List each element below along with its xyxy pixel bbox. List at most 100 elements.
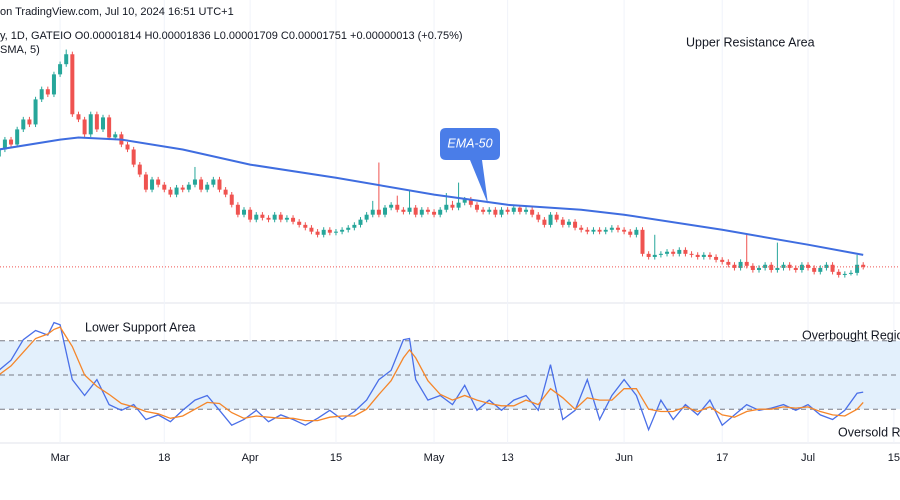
candle-body	[701, 254, 706, 257]
candle-body	[554, 214, 559, 220]
candle-body	[82, 119, 87, 135]
candle-body	[769, 264, 774, 270]
candle-body	[94, 114, 99, 130]
price-pane	[0, 49, 900, 278]
candle-body	[162, 184, 167, 190]
x-axis: Mar 18 Apr 15 May 13 Jun 17 Jul 15	[51, 452, 900, 464]
candle-body	[542, 219, 547, 225]
candle-body	[634, 229, 639, 235]
candle-body	[573, 221, 578, 228]
candle-body	[229, 194, 234, 205]
candle-body	[137, 164, 142, 175]
candle-body	[818, 267, 823, 272]
candle-body	[199, 179, 204, 190]
candle-body	[21, 119, 26, 130]
candle-body	[481, 209, 486, 212]
candle-body	[242, 209, 247, 215]
candle-body	[738, 261, 743, 268]
candle-body	[603, 229, 608, 232]
candle-body	[781, 264, 786, 268]
candle-body	[493, 209, 498, 215]
x-tick-label: 17	[716, 452, 728, 464]
candle-body	[671, 251, 676, 254]
ema-line	[0, 136, 864, 256]
candle-body	[284, 217, 289, 220]
candle-body	[15, 129, 20, 145]
oscillator-pane	[0, 321, 900, 432]
annotation: Overbought Regio	[802, 328, 900, 342]
candle-body	[333, 231, 338, 233]
candle-body	[842, 273, 847, 275]
candle-body	[248, 209, 253, 220]
candle-body	[186, 184, 191, 190]
callout-label: EMA-50	[447, 136, 492, 150]
x-tick-label: May	[424, 452, 445, 464]
candle-body	[407, 207, 412, 212]
candle-body	[524, 209, 529, 212]
candle-body	[848, 272, 853, 274]
candle-body	[33, 99, 38, 125]
candle-body	[652, 254, 657, 257]
annotation: Lower Support Area	[85, 320, 196, 334]
candle-body	[677, 249, 682, 254]
candle-body	[107, 117, 112, 138]
candle-body	[707, 254, 712, 257]
candle-body	[756, 267, 761, 270]
candle-body	[168, 189, 173, 195]
candle-body	[615, 227, 620, 230]
candle-body	[787, 264, 792, 268]
candle-body	[714, 256, 719, 260]
candle-body	[432, 211, 437, 215]
candle-body	[254, 214, 259, 220]
candle-body	[456, 202, 461, 208]
candle-body	[560, 219, 565, 225]
annotation: Oversold Re	[838, 425, 900, 439]
x-tick-label: Jun	[615, 452, 633, 464]
candle-body	[530, 209, 535, 215]
candle-body	[211, 179, 216, 185]
candle-body	[76, 114, 81, 120]
candle-body	[180, 187, 185, 190]
candle-body	[861, 264, 866, 267]
candle-body	[272, 214, 277, 220]
candle-body	[499, 209, 504, 215]
callout-box	[440, 128, 500, 204]
candle-body	[511, 207, 516, 212]
candle-body	[775, 267, 780, 270]
candle-body	[799, 264, 804, 270]
candle-body	[689, 253, 694, 255]
candle-body	[370, 209, 375, 215]
candle-body	[192, 179, 197, 185]
candle-body	[39, 89, 44, 100]
candle-body	[346, 227, 351, 230]
candle-body	[383, 207, 388, 215]
candle-body	[315, 231, 320, 235]
candle-body	[444, 204, 449, 210]
x-tick-label: Jul	[801, 452, 815, 464]
candle-body	[2, 139, 7, 150]
candle-body	[646, 253, 651, 257]
candle-body	[462, 199, 467, 203]
x-tick-label: Apr	[242, 452, 259, 464]
x-tick-label: Mar	[51, 452, 70, 464]
candle-body	[487, 209, 492, 212]
candle-body	[793, 267, 798, 270]
candle-body	[622, 229, 627, 232]
candle-body	[223, 189, 228, 195]
candle-body	[100, 117, 105, 130]
x-tick-label: 15	[888, 452, 900, 464]
x-tick-label: 18	[158, 452, 170, 464]
candle-body	[266, 217, 271, 220]
x-tick-label: 13	[502, 452, 514, 464]
candle-body	[352, 224, 357, 228]
candle-body	[64, 54, 69, 65]
symbol-line: y, 1D, GATEIO O0.00001814 H0.00001836 L0…	[0, 30, 463, 42]
candle-body	[58, 64, 63, 75]
candle-body	[205, 184, 210, 190]
candle-body	[143, 174, 148, 190]
candle-body	[548, 214, 553, 225]
candle-body	[726, 261, 731, 265]
candle-body	[131, 149, 136, 165]
candle-body	[401, 209, 406, 212]
